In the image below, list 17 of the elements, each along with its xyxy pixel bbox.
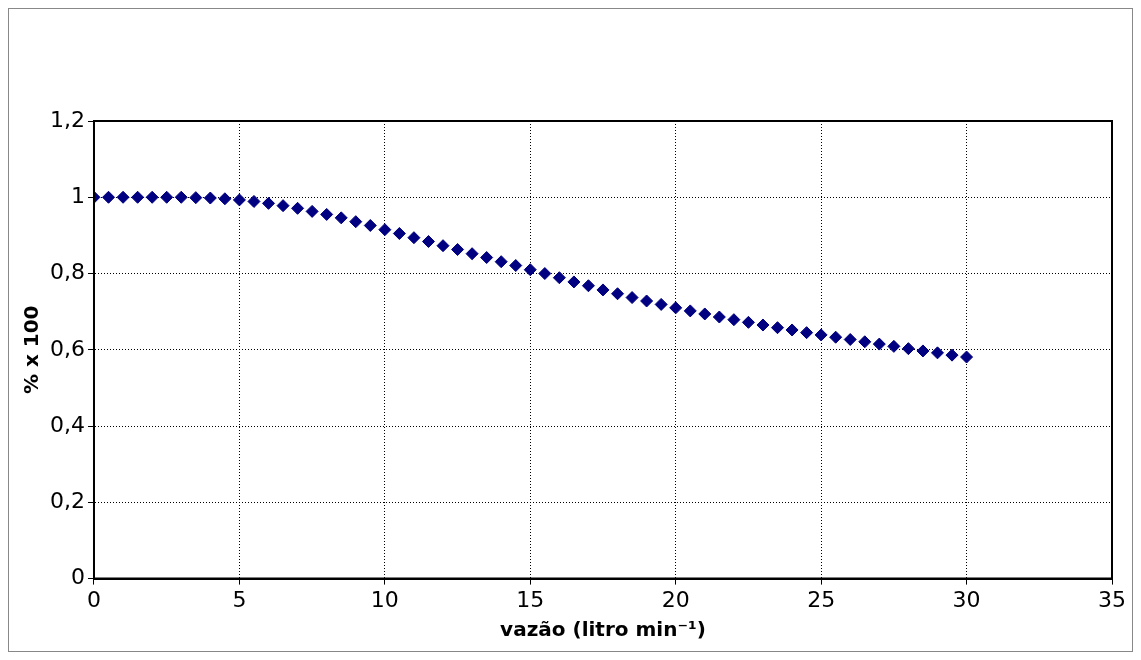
x-tick-label: 0 [86,586,101,612]
y-axis-title: % x 100 [19,305,44,395]
y-tick-label: 0,4 [49,411,85,437]
y-tick-label: 0,6 [49,335,85,361]
x-tick-label: 5 [232,586,247,612]
y-tick-label: 1,2 [49,106,85,132]
x-tick-label: 15 [516,586,545,612]
y-tick-label: 0,2 [49,488,85,514]
x-tick-label: 35 [1098,586,1126,612]
x-tick-label: 30 [952,586,981,612]
y-tick-label: 0,8 [49,259,85,285]
y-tick-label: 1 [70,182,85,208]
x-tick-label: 25 [807,586,836,612]
x-tick-label: 10 [370,586,399,612]
x-axis-title: vazão (litro min⁻¹) [500,617,706,642]
x-tick-label: 20 [661,586,690,612]
y-tick-label: 0 [70,564,85,590]
